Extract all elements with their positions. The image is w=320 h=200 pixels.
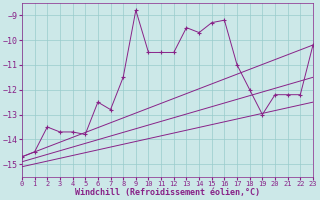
X-axis label: Windchill (Refroidissement éolien,°C): Windchill (Refroidissement éolien,°C) xyxy=(75,188,260,197)
